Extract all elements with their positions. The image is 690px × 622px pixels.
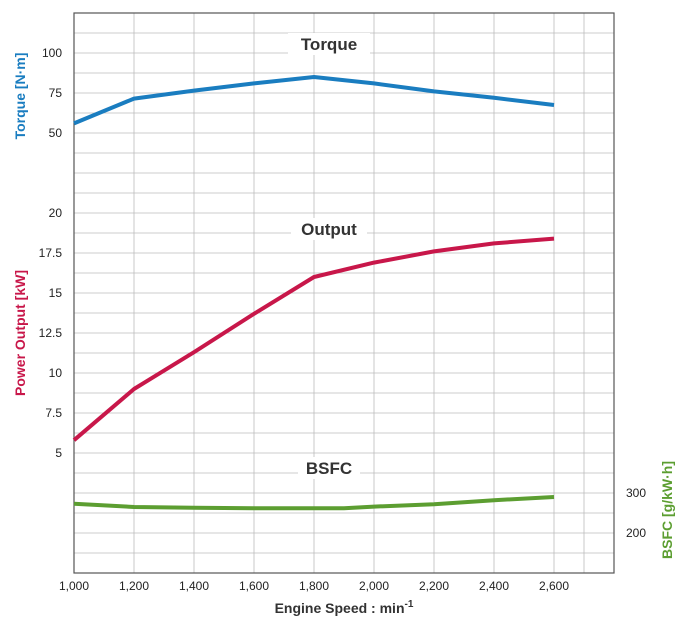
x-tick-label: 1,600 bbox=[239, 579, 269, 593]
y-axis-title-torque: Torque [N·m] bbox=[12, 53, 28, 140]
y-tick-label-output: 17.5 bbox=[39, 246, 63, 260]
series-line-torque bbox=[73, 75, 555, 126]
y-tick-label-output: 5 bbox=[55, 446, 62, 460]
plot-frame bbox=[73, 12, 615, 574]
x-tick-label: 2,400 bbox=[479, 579, 509, 593]
x-tick-label: 2,000 bbox=[359, 579, 389, 593]
x-tick-label: 1,400 bbox=[179, 579, 209, 593]
series-label-torque: Torque bbox=[301, 35, 357, 54]
series-label-bsfc: BSFC bbox=[306, 459, 352, 478]
series-label-bg bbox=[298, 457, 360, 479]
x-tick-label: 1,800 bbox=[299, 579, 329, 593]
series-label-bg bbox=[288, 33, 370, 55]
series-line-output bbox=[72, 236, 555, 442]
y-tick-label-torque: 50 bbox=[49, 126, 63, 140]
x-tick-label: 2,200 bbox=[419, 579, 449, 593]
y-axis-title-output: Power Output [kW] bbox=[12, 270, 28, 396]
y-tick-label-output: 20 bbox=[49, 206, 63, 220]
tick-labels: 1,000 1,200 1,400 1,600 1,800 2,000 2,200 2,400… bbox=[39, 46, 647, 593]
y-tick-label-output: 15 bbox=[49, 286, 63, 300]
series-line-bsfc bbox=[73, 495, 555, 511]
series-lines bbox=[72, 75, 555, 511]
series-label-output: Output bbox=[301, 220, 357, 239]
axis-titles: Torque [N·m] Power Output [kW] BSFC [g/kW·… bbox=[12, 53, 675, 616]
y-axis-title-bsfc: BSFC [g/kW·h] bbox=[659, 461, 675, 559]
x-axis-title: Engine Speed : min-1 bbox=[275, 599, 414, 616]
y-tick-label-output: 10 bbox=[49, 366, 63, 380]
y-tick-label-output: 12.5 bbox=[39, 326, 63, 340]
x-tick-label: 1,000 bbox=[59, 579, 89, 593]
series-label-bg bbox=[291, 218, 367, 240]
y-tick-label-output: 7.5 bbox=[45, 406, 62, 420]
y-tick-label-bsfc: 200 bbox=[626, 526, 646, 540]
y-tick-label-torque: 75 bbox=[49, 86, 63, 100]
x-tick-label: 2,600 bbox=[539, 579, 569, 593]
y-tick-label-torque: 100 bbox=[42, 46, 62, 60]
x-tick-label: 1,200 bbox=[119, 579, 149, 593]
series-labels: Torque Output BSFC bbox=[288, 33, 370, 479]
y-tick-label-bsfc: 300 bbox=[626, 486, 646, 500]
grid-lines bbox=[73, 13, 614, 573]
